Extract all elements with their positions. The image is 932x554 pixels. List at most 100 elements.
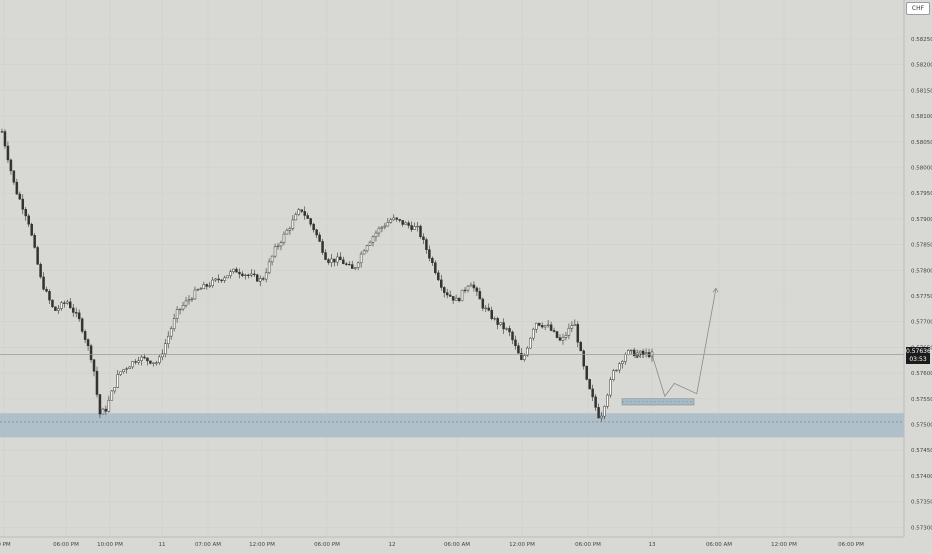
candle [324, 249, 327, 261]
candle [552, 327, 556, 333]
candle [612, 369, 615, 382]
candle [377, 226, 381, 237]
candle [502, 318, 505, 334]
candle [546, 319, 550, 328]
time-tick-label: 0 PM [0, 542, 11, 548]
candle [63, 300, 66, 308]
candle [36, 245, 39, 266]
candle [383, 222, 387, 230]
price-tick-label: 0.57450 [911, 448, 932, 454]
candle [570, 321, 574, 332]
candle [226, 275, 229, 279]
candle [190, 297, 194, 303]
candle [247, 273, 250, 279]
candle [493, 316, 496, 321]
candle [359, 251, 363, 268]
candle [520, 348, 523, 361]
candle [128, 366, 131, 369]
candle [220, 279, 223, 283]
candle [54, 306, 57, 311]
candle [618, 362, 621, 374]
candle [342, 256, 345, 265]
candle [69, 298, 72, 309]
price-tick-label: 0.57850 [911, 243, 932, 249]
candle [60, 301, 63, 311]
candle [137, 356, 140, 365]
candle [39, 262, 42, 279]
candle [217, 274, 220, 283]
candle [594, 394, 597, 411]
candle [466, 284, 470, 293]
candle [104, 405, 108, 415]
candle [431, 256, 434, 266]
candle [18, 191, 22, 200]
projection-line [651, 288, 717, 398]
candle [146, 357, 149, 366]
candle [478, 287, 482, 300]
candle [30, 222, 33, 237]
candle [404, 221, 407, 225]
candle [362, 249, 366, 255]
candle [282, 231, 286, 246]
candle [582, 349, 585, 370]
candle [42, 272, 45, 291]
price-tick-label: 0.57400 [911, 474, 932, 480]
time-tick-label: 06:00 PM [53, 542, 79, 548]
candle [33, 233, 36, 249]
candle [253, 269, 256, 277]
candle [345, 261, 348, 266]
candle [92, 359, 96, 377]
candle [101, 407, 105, 415]
candle [365, 244, 369, 253]
candle [451, 296, 455, 305]
time-tick-label: 06:00 PM [314, 542, 340, 548]
price-tick-label: 0.58100 [911, 114, 932, 120]
candle [445, 288, 449, 299]
price-tick-label: 0.58200 [911, 63, 932, 69]
candle [291, 215, 295, 231]
candle [321, 238, 324, 255]
candle [264, 268, 268, 283]
candle [125, 367, 128, 374]
candle [339, 252, 342, 261]
currency-badge[interactable]: CHF [906, 2, 930, 15]
candle [481, 297, 485, 311]
candle [250, 269, 253, 278]
candle [155, 360, 158, 366]
candle [540, 322, 544, 329]
candle [555, 331, 559, 339]
candle [511, 330, 514, 345]
candle [294, 212, 298, 221]
candle [122, 369, 125, 374]
price-tick-label: 0.57600 [911, 371, 932, 377]
candle [273, 243, 277, 258]
candle [537, 322, 541, 327]
candle [638, 350, 642, 354]
time-tick-label: 06:00 AM [444, 542, 470, 548]
candle [235, 267, 238, 273]
time-tick-label: 12 [389, 542, 396, 548]
candle [413, 222, 416, 231]
time-axis: 0 PM 06:00 PM 10:00 PM 11 07:00 AM 12:00 PM 06… [0, 542, 864, 548]
candle [487, 303, 491, 312]
candle [169, 326, 173, 340]
candle [454, 294, 458, 301]
candle [585, 365, 588, 381]
candle [110, 390, 114, 401]
price-tick-label: 0.57800 [911, 268, 932, 274]
candle [199, 287, 203, 290]
candle [303, 206, 306, 220]
candle [6, 141, 10, 163]
candle [422, 233, 425, 245]
candle [12, 170, 16, 185]
candle [306, 212, 309, 219]
candle [261, 276, 265, 281]
candle [241, 271, 244, 278]
current-price-tag: 0.57636 03:53 [906, 346, 931, 364]
price-tick-label: 0.57900 [911, 217, 932, 223]
candle [353, 266, 357, 271]
candle [71, 303, 75, 317]
candle [196, 288, 200, 292]
